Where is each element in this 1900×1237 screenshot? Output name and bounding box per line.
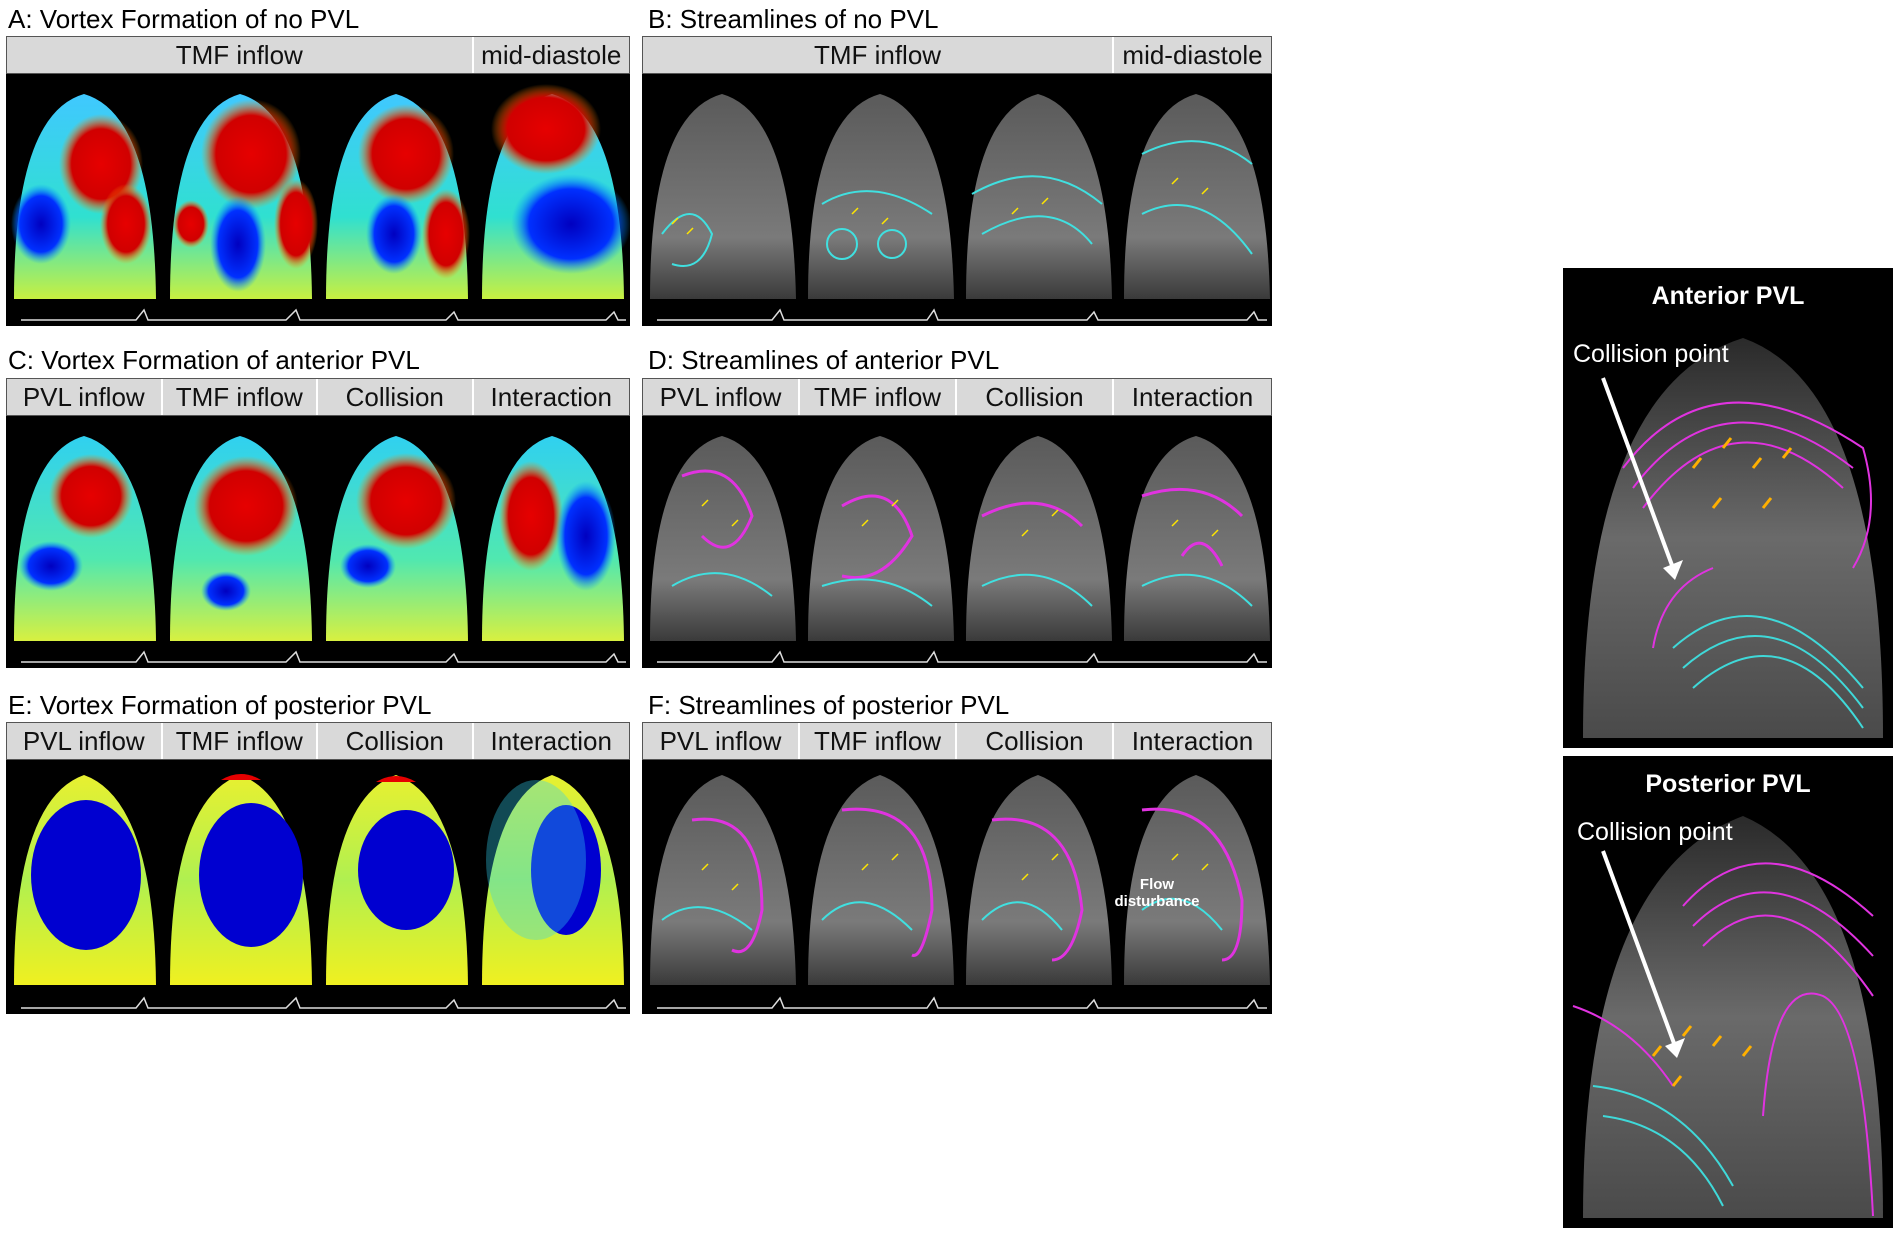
panel-e-header-interaction: Interaction xyxy=(490,725,612,756)
panel-e: PVL inflow TMF inflow Collision Interact… xyxy=(6,722,630,1014)
panel-f-title: F: Streamlines of posterior PVL xyxy=(648,690,1010,720)
panel-e-vortex-frames xyxy=(6,760,630,1014)
panel-d-header-tmf: TMF inflow xyxy=(800,379,957,415)
panel-a-header: TMF inflow mid-diastole xyxy=(6,36,630,74)
panel-f-header-pvl: PVL inflow xyxy=(643,723,800,759)
panel-c-vortex-frames xyxy=(6,416,630,668)
posterior-collision-label: Collision point xyxy=(1577,818,1733,846)
panel-e-header-pvl: PVL inflow xyxy=(7,723,163,759)
panel-c-header: PVL inflow TMF inflow Collision Interact… xyxy=(6,378,630,416)
panel-f: PVL inflow TMF inflow Collision Interact… xyxy=(642,722,1272,1014)
panel-c-title: C: Vortex Formation of anterior PVL xyxy=(8,345,420,375)
panel-f-header-tmf: TMF inflow xyxy=(800,723,957,759)
panel-f-header: PVL inflow TMF inflow Collision Interact… xyxy=(642,722,1272,760)
panel-a-title: A: Vortex Formation of no PVL xyxy=(8,4,360,34)
panel-f-streamline-frames xyxy=(642,760,1272,1014)
panel-d-header-collision: Collision xyxy=(957,379,1114,415)
panel-e-title: E: Vortex Formation of posterior PVL xyxy=(8,690,432,720)
panel-a-vortex-frames xyxy=(6,74,630,326)
panel-d-streamline-frames xyxy=(642,416,1272,668)
panel-d-header-interaction: Interaction xyxy=(1131,381,1254,412)
panel-e-header-tmf: TMF inflow xyxy=(163,723,318,759)
panel-b-header-mid: mid-diastole xyxy=(1122,39,1263,70)
panel-b-header: TMF inflow mid-diastole xyxy=(642,36,1272,74)
panel-c-header-interaction: Interaction xyxy=(490,381,612,412)
panel-b-streamline-frames xyxy=(642,74,1272,326)
panel-d: PVL inflow TMF inflow Collision Interact… xyxy=(642,378,1272,668)
panel-c-header-collision: Collision xyxy=(318,379,474,415)
anterior-pvl-title: Anterior PVL xyxy=(1651,282,1805,310)
panel-e-header-collision: Collision xyxy=(318,723,474,759)
panel-f-header-interaction: Interaction xyxy=(1131,725,1254,756)
panel-b-title: B: Streamlines of no PVL xyxy=(648,4,939,34)
panel-d-title: D: Streamlines of anterior PVL xyxy=(648,345,1000,375)
panel-a-header-mid: mid-diastole xyxy=(481,39,622,70)
anterior-pvl-inset: Anterior PVL Collision point xyxy=(1563,268,1893,748)
panel-a: TMF inflow mid-diastole xyxy=(6,36,630,326)
panel-c-header-pvl: PVL inflow xyxy=(7,379,163,415)
panel-d-header-pvl: PVL inflow xyxy=(643,379,800,415)
anterior-collision-label: Collision point xyxy=(1573,340,1729,368)
panel-b: TMF inflow mid-diastole xyxy=(642,36,1272,326)
panel-c: PVL inflow TMF inflow Collision Interact… xyxy=(6,378,630,668)
panel-a-header-tmf: TMF inflow xyxy=(7,37,474,73)
panel-f-header-collision: Collision xyxy=(957,723,1114,759)
panel-c-header-tmf: TMF inflow xyxy=(163,379,318,415)
flow-disturbance-annotation: Flow disturbance xyxy=(1114,876,1200,910)
panel-e-header: PVL inflow TMF inflow Collision Interact… xyxy=(6,722,630,760)
panel-d-header: PVL inflow TMF inflow Collision Interact… xyxy=(642,378,1272,416)
panel-b-header-tmf: TMF inflow xyxy=(643,37,1114,73)
posterior-pvl-inset: Posterior PVL Collision point xyxy=(1563,756,1893,1228)
posterior-pvl-title: Posterior PVL xyxy=(1645,770,1811,798)
